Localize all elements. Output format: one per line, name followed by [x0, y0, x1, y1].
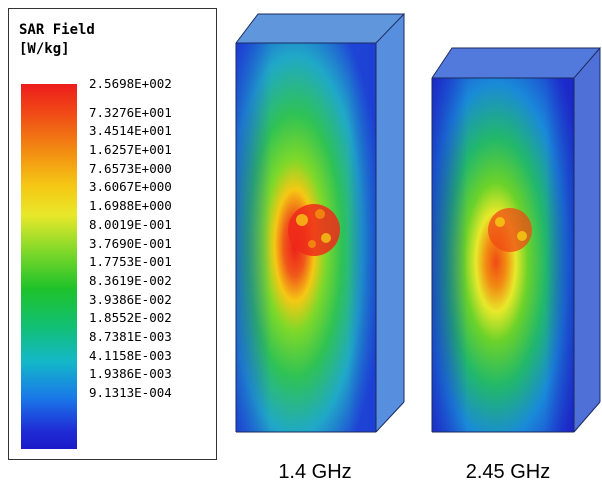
legend-value: 1.9386E-003	[89, 366, 172, 382]
sar-volume-render-2-45ghz	[431, 47, 602, 433]
legend-value: 1.6257E+001	[89, 142, 172, 158]
legend-value: 4.1158E-003	[89, 347, 172, 363]
legend-value: 3.4514E+001	[89, 123, 172, 139]
legend-value: 3.9386E-002	[89, 291, 172, 307]
legend-value: 1.8552E-002	[89, 310, 172, 326]
legend-value-list: 2.5698E+002 7.3276E+001 3.4514E+001 1.62…	[89, 75, 172, 403]
sar-view-1-4ghz	[228, 8, 406, 440]
sar-view-2-45ghz	[424, 8, 602, 440]
legend-value: 7.3276E+001	[89, 104, 172, 120]
legend-value: 9.1313E-004	[89, 385, 172, 400]
frequency-label-2-45ghz: 2.45 GHz	[465, 461, 551, 483]
legend-value: 3.7690E-001	[89, 235, 172, 251]
legend-value: 3.6067E+000	[89, 179, 172, 195]
legend-value: 1.6988E+000	[89, 198, 172, 214]
frequency-label-1-4ghz: 1.4 GHz	[278, 461, 352, 483]
color-scale-bar	[21, 84, 77, 449]
legend-value: 2.5698E+002	[89, 76, 172, 91]
legend-value: 7.6573E+000	[89, 160, 172, 176]
sar-volume-render-1-4ghz	[235, 13, 406, 433]
legend-title: SAR Field [W/kg]	[19, 21, 95, 59]
legend-value: 1.7753E-001	[89, 254, 172, 270]
legend-value: 8.7381E-003	[89, 328, 172, 344]
legend-title-line1: SAR Field	[19, 22, 95, 38]
legend-value: 8.0019E-001	[89, 216, 172, 232]
sar-legend-panel: SAR Field [W/kg] 2.5698E+002 7.3276E+001…	[8, 8, 217, 460]
legend-value: 8.3619E-002	[89, 272, 172, 288]
legend-title-line2: [W/kg]	[19, 41, 70, 57]
